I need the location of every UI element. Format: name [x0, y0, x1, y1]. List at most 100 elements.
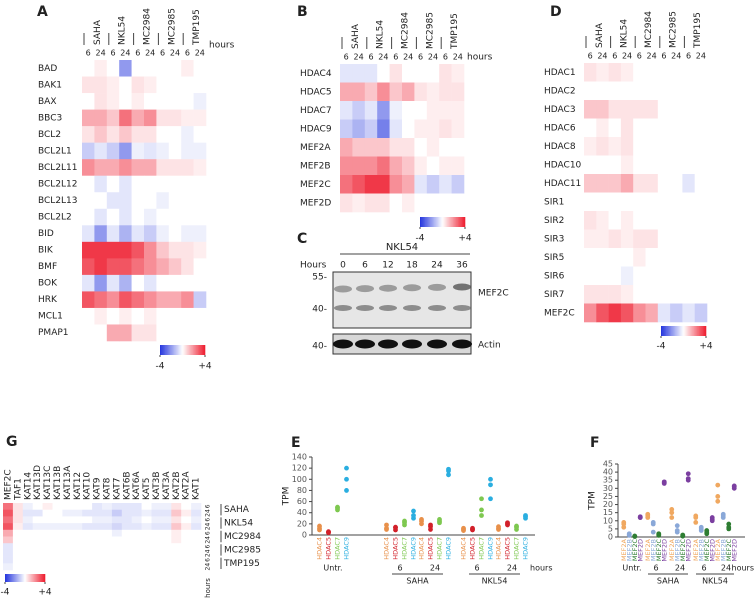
heat-cell	[414, 156, 428, 176]
row-label: BCL2L2	[38, 213, 72, 223]
data-point	[674, 529, 680, 535]
data-point	[437, 520, 442, 526]
unit-label: hours	[732, 564, 755, 573]
heat-cell	[94, 192, 108, 210]
heat-cell	[94, 258, 108, 276]
time-label: 24	[622, 52, 632, 61]
colorbar-cell	[425, 217, 428, 227]
colorbar-cell	[169, 345, 171, 355]
heat-cell	[633, 137, 646, 156]
time-label: 6	[205, 504, 212, 508]
heat-cell	[181, 159, 194, 177]
series-label: HDAC4	[495, 537, 503, 560]
condition-label: TMP195	[693, 12, 703, 49]
heat-cell	[657, 285, 671, 304]
heat-cell	[596, 155, 609, 175]
panel-label: F	[590, 435, 600, 451]
heat-cell	[82, 523, 93, 531]
colorbar-cell	[30, 574, 32, 582]
y-tick-label: 80	[297, 486, 307, 495]
colorbar-cell	[700, 326, 702, 336]
data-point	[384, 522, 389, 528]
colorbar-cell	[43, 574, 45, 582]
colorbar-cell	[192, 345, 195, 355]
blot-treatment: NKL54	[386, 242, 418, 253]
heat-cell	[151, 556, 162, 564]
heat-cell	[52, 563, 63, 571]
colorbar-cell	[173, 345, 175, 355]
heat-cell	[181, 509, 192, 517]
heat-cell	[181, 529, 192, 537]
colorbar-cell	[447, 217, 449, 227]
heat-cell	[106, 258, 120, 276]
data-point	[731, 483, 737, 489]
series-label: HDAC9	[410, 537, 418, 560]
heat-cell	[92, 529, 103, 537]
row-label: HDAC8	[544, 142, 576, 152]
heat-cell	[151, 529, 162, 537]
heat-cell	[584, 81, 597, 101]
heat-cell	[682, 155, 695, 175]
data-point	[698, 528, 704, 533]
gene-label: KAT3B	[152, 471, 162, 500]
row-label: MEF2C	[544, 308, 575, 318]
heat-cell	[82, 258, 95, 276]
data-point	[720, 515, 726, 520]
heat-cell	[596, 211, 609, 230]
gene-label: TAF1	[13, 478, 23, 501]
heat-cell	[121, 556, 132, 564]
heat-cell	[633, 174, 646, 193]
y-tick-label: 60	[297, 497, 307, 506]
heat-cell	[657, 192, 671, 212]
row-label: MEF2B	[300, 161, 331, 171]
heat-cell	[111, 503, 123, 510]
heat-cell	[82, 291, 95, 309]
heat-cell	[193, 76, 207, 94]
colorbar-cell	[160, 345, 162, 355]
data-point	[402, 522, 407, 528]
heat-cell	[670, 174, 683, 193]
time-label: 24	[120, 49, 130, 58]
colorbar-cell	[197, 345, 199, 355]
heat-cell	[584, 285, 597, 304]
heat-cell	[42, 556, 53, 564]
heat-cell	[608, 137, 622, 156]
heat-cell	[141, 549, 152, 557]
heat-cell	[439, 193, 452, 213]
series-label: MEF2B	[719, 539, 727, 561]
row-label: HDAC5	[300, 87, 332, 97]
data-point	[446, 468, 451, 474]
heat-cell	[181, 175, 194, 193]
heat-cell	[82, 109, 95, 127]
heat-cell	[171, 523, 182, 531]
heat-cell	[106, 60, 120, 77]
heat-cell	[694, 248, 708, 267]
colorbar-cell	[424, 217, 426, 227]
series-label: HDAC7	[401, 537, 409, 560]
heat-cell	[670, 211, 683, 230]
heat-cell	[119, 93, 132, 110]
heat-cell	[181, 93, 194, 110]
heat-cell	[144, 208, 157, 226]
heat-cell	[340, 193, 353, 213]
colorbar-label: +4	[699, 342, 713, 352]
heat-cell	[633, 211, 646, 230]
heat-cell	[106, 241, 120, 259]
colorbar-cell	[164, 345, 166, 355]
row-label: HDAC10	[544, 160, 582, 170]
heat-cell	[12, 523, 24, 531]
row-label: SIR5	[544, 253, 564, 263]
condition-label: 6	[474, 564, 479, 573]
data-point	[523, 514, 528, 520]
heat-cell	[633, 100, 646, 119]
colorbar-label: -4	[657, 342, 666, 352]
heat-cell	[633, 285, 646, 304]
heat-cell	[141, 563, 152, 571]
condition-label: MC2984	[644, 11, 654, 48]
row-label: BAD	[38, 64, 57, 74]
row-label: HDAC2	[544, 86, 576, 96]
heat-cell	[42, 563, 53, 571]
heat-cell	[670, 81, 683, 101]
heat-cell	[12, 509, 24, 517]
heat-cell	[426, 101, 440, 120]
